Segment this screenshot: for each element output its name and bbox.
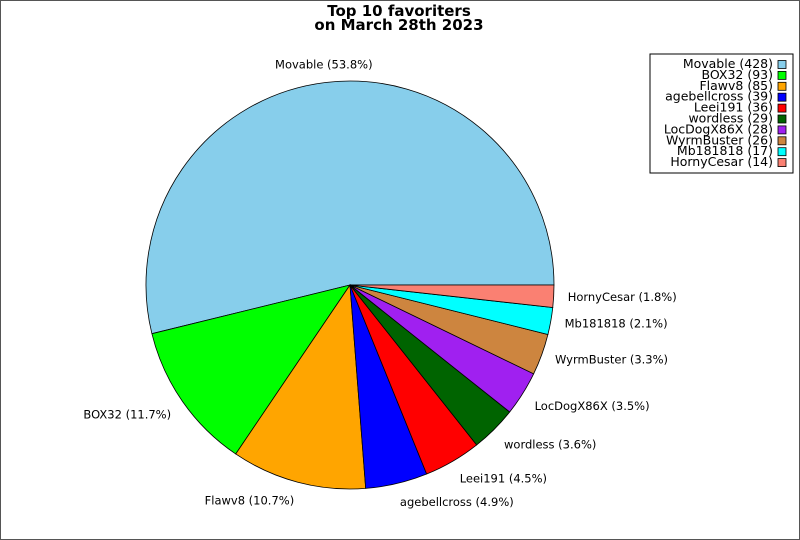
slice-label-agebellcross: agebellcross (4.9%)	[400, 495, 514, 509]
legend-label-hornycesar: HornyCesar (14)	[670, 154, 773, 169]
legend-swatch-flawv8	[778, 82, 786, 90]
legend-swatch-box32	[778, 71, 786, 79]
legend-swatch-wyrmbuster	[778, 137, 786, 145]
legend-swatch-movable	[778, 61, 786, 69]
legend-swatch-hornycesar	[778, 159, 786, 167]
slice-label-box32: BOX32 (11.7%)	[83, 408, 171, 422]
slice-label-flawv8: Flawv8 (10.7%)	[205, 494, 295, 508]
slice-label-wyrmbuster: WyrmBuster (3.3%)	[555, 352, 668, 366]
legend-swatch-leei191	[778, 104, 786, 112]
legend-swatch-agebellcross	[778, 93, 786, 101]
pie-slices	[146, 81, 554, 489]
legend-swatch-locdogx86x	[778, 126, 786, 134]
slice-label-locdogx86x: LocDogX86X (3.5%)	[535, 399, 650, 413]
chart-title-line-2: on March 28th 2023	[314, 16, 483, 34]
legend: Movable (428)BOX32 (93)Flawv8 (85)agebel…	[650, 54, 793, 173]
slice-label-mb181818: Mb181818 (2.1%)	[565, 317, 668, 331]
slice-label-movable: Movable (53.8%)	[275, 58, 373, 72]
slice-label-wordless: wordless (3.6%)	[504, 437, 596, 451]
legend-swatch-wordless	[778, 115, 786, 123]
legend-swatch-mb181818	[778, 148, 786, 156]
slice-label-leei191: Leei191 (4.5%)	[460, 471, 547, 485]
slice-label-hornycesar: HornyCesar (1.8%)	[568, 290, 677, 304]
